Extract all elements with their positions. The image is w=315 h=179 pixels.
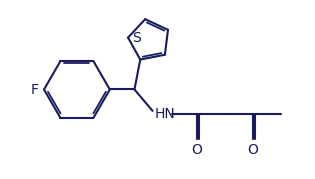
Text: O: O (192, 143, 203, 157)
Text: S: S (132, 31, 141, 45)
Text: HN: HN (154, 107, 175, 121)
Text: F: F (31, 83, 39, 96)
Text: O: O (248, 143, 258, 157)
